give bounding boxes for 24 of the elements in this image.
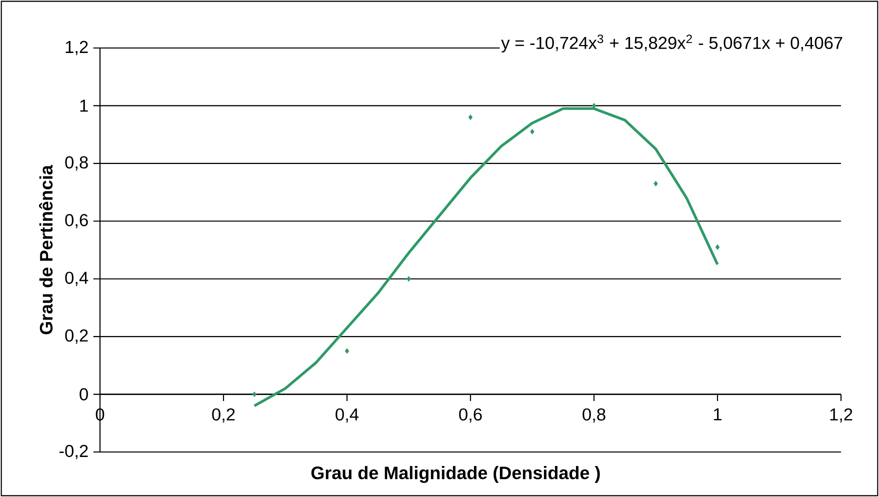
- point: [530, 129, 534, 134]
- y-tick-label: -0,2: [60, 444, 88, 460]
- y-tick-label: 0,6: [65, 214, 88, 228]
- x-tick-label: 0,4: [336, 408, 359, 423]
- point: [406, 276, 411, 282]
- x-tick-label: 0,8: [582, 408, 606, 423]
- point: [344, 348, 350, 354]
- x-tick-label: 1: [714, 408, 722, 420]
- point: [468, 114, 473, 120]
- x-tick-label: 0,2: [212, 408, 235, 423]
- x-axis-title: Grau de Malignidade (Densidade ): [311, 466, 600, 483]
- point: [654, 180, 658, 186]
- point: [715, 244, 720, 250]
- y-tick-label: 1,2: [66, 40, 88, 56]
- x-tick-label: 0,6: [459, 408, 482, 423]
- annotation: y = -10,724x$^{3}$ + 15,829x$^{2}$ - 5,0671x + 0,4067: [501, 34, 842, 52]
- y-tick-label: 0: [80, 388, 88, 400]
- x-tick-label: 1,2: [830, 408, 852, 423]
- y-tick-label: 0,2: [65, 329, 88, 344]
- y-tick-label: 0,8: [65, 156, 88, 171]
- point: [252, 392, 256, 397]
- y-axis-title: Grau de Pertinência: [39, 164, 53, 334]
- y-tick-label: 0,4: [65, 272, 88, 286]
- y-tick-label: 1: [80, 100, 88, 112]
